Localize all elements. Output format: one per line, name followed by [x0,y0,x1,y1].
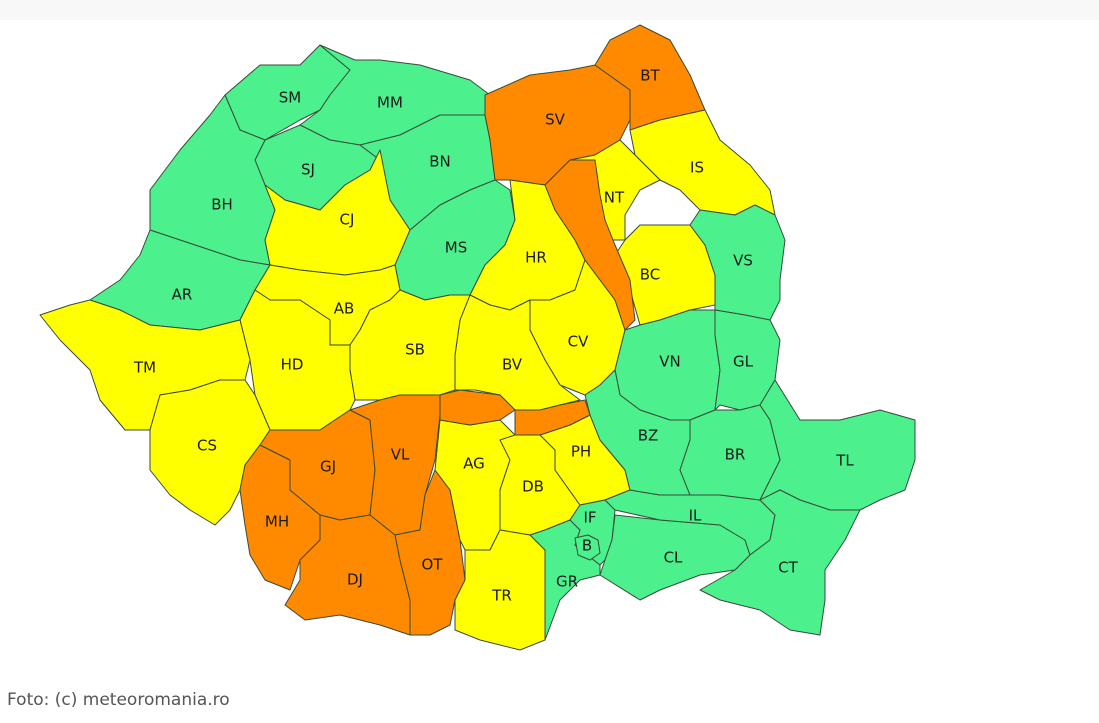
county-label-vn: VN [659,353,680,371]
warning-zone-eastern-carpathians [544,159,636,331]
county-label-sm: SM [279,89,301,107]
county-label-cs: CS [197,437,217,455]
county-label-dj: DJ [347,571,363,589]
county-label-mm: MM [377,94,403,112]
county-label-b: B [582,537,592,555]
warning-zone-northern-prahova [514,399,591,436]
county-label-gl: GL [733,353,754,371]
county-vs[interactable] [689,204,786,321]
county-hd[interactable] [239,289,356,431]
county-shapes [39,24,916,651]
county-label-gr: GR [556,573,578,591]
county-label-sj: SJ [301,161,315,179]
county-label-tl: TL [835,452,854,470]
county-label-bn: BN [429,153,451,171]
county-label-ab: AB [334,300,355,318]
county-label-ar: AR [172,286,193,304]
warning-zone-northern-arges [439,389,516,426]
top-bar [0,0,1099,20]
county-label-br: BR [725,446,746,464]
county-label-if: IF [583,509,596,527]
county-label-db: DB [522,478,544,496]
county-dj[interactable] [284,514,411,636]
county-label-tr: TR [491,587,512,605]
county-label-ot: OT [422,556,444,574]
county-label-bv: BV [502,356,523,374]
county-label-cl: CL [664,549,683,567]
county-tl[interactable] [759,379,916,511]
county-label-cj: CJ [340,211,355,229]
county-label-cv: CV [568,333,589,351]
county-bt[interactable] [594,24,706,131]
county-label-sb: SB [405,341,425,359]
county-label-hd: HD [281,356,304,374]
county-label-il: IL [689,507,702,525]
county-label-ph: PH [571,443,591,461]
county-label-gj: GJ [320,458,336,476]
county-label-tm: TM [133,359,156,377]
county-label-vl: VL [391,446,410,464]
county-label-ms: MS [445,239,467,257]
county-label-bh: BH [211,196,233,214]
county-b[interactable] [574,534,601,561]
county-labels: SM MM SJ BN BH AR CJ MS SV BT IS NT BC VS HR CV BV AB SB HD… [133,67,854,605]
county-label-hr: HR [525,249,547,267]
county-label-ct: CT [778,559,798,577]
county-label-sv: SV [545,111,566,129]
romania-warning-map: SM MM SJ BN BH AR CJ MS SV BT IS NT BC VS HR CV BV AB SB HD… [39,24,916,651]
county-label-is: IS [690,159,704,177]
county-label-bt: BT [640,67,660,85]
county-label-vs: VS [733,252,753,270]
county-label-bz: BZ [638,427,659,445]
photo-caption: Foto: (c) meteoromania.ro [7,690,230,710]
county-label-bc: BC [640,266,661,284]
county-label-mh: MH [265,513,289,531]
county-ct[interactable] [699,489,861,636]
county-label-ag: AG [463,455,485,473]
county-label-nt: NT [604,189,625,207]
